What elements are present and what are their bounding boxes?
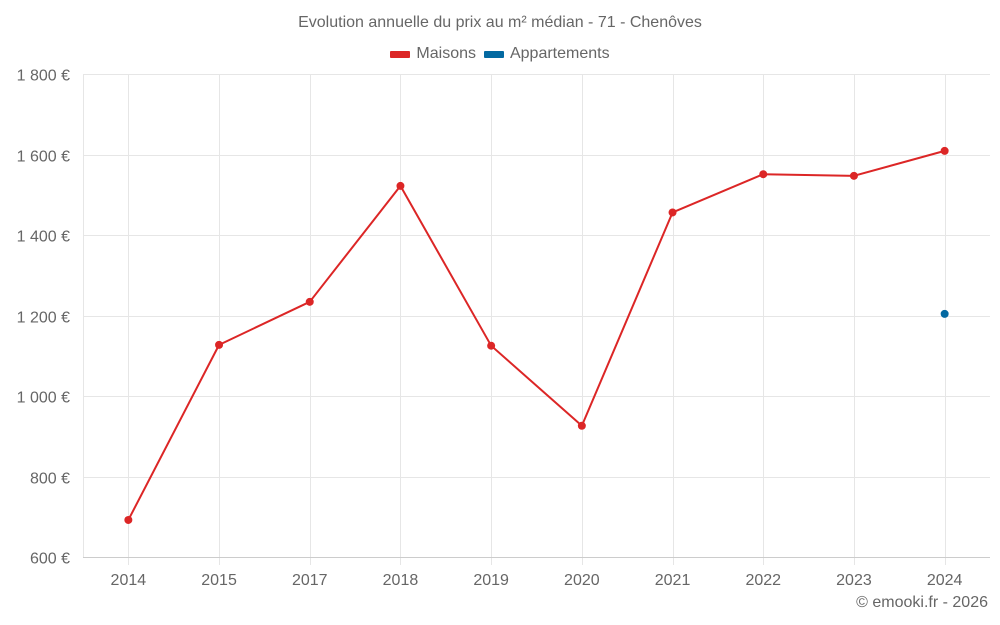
y-tick-label: 1 800 € [17, 68, 70, 85]
data-point-maisons[interactable] [849, 171, 858, 180]
legend-item-maisons[interactable]: Maisons [390, 45, 476, 63]
data-point-maisons[interactable] [577, 421, 586, 430]
data-point-appartements[interactable] [940, 309, 949, 318]
y-tick-label: 1 600 € [17, 149, 70, 166]
data-point-maisons[interactable] [487, 341, 496, 350]
x-tick-label: 2024 [927, 572, 963, 589]
data-point-maisons[interactable] [668, 208, 677, 217]
x-tick-label: 2022 [745, 572, 781, 589]
data-point-maisons[interactable] [940, 146, 949, 155]
data-point-maisons[interactable] [396, 181, 405, 190]
copyright-credit: © emooki.fr - 2026 [856, 594, 988, 611]
data-point-maisons[interactable] [759, 170, 768, 179]
series-layer [124, 146, 949, 524]
legend-label-appartements: Appartements [509, 45, 610, 62]
x-tick-label: 2018 [383, 572, 419, 589]
legend-label-maisons: Maisons [416, 45, 476, 62]
x-tick-label: 2023 [836, 572, 872, 589]
y-tick-label: 1 400 € [17, 229, 70, 246]
x-axis: 2014 2015 2017 2018 2019 2020 2021 2022 2023 2024 [83, 557, 990, 589]
x-tick-label: 2021 [655, 572, 691, 589]
x-tick-label: 2015 [201, 572, 237, 589]
y-tick-label: 1 200 € [17, 310, 70, 327]
y-tick-label: 600 € [30, 551, 70, 568]
y-tick-label: 800 € [30, 471, 70, 488]
y-tick-label: 1 000 € [17, 390, 70, 407]
x-tick-label: 2014 [111, 572, 147, 589]
x-tick-label: 2017 [292, 572, 328, 589]
maisons-swatch-icon [390, 50, 411, 58]
data-point-maisons[interactable] [305, 297, 314, 306]
y-axis: 600 € 800 € 1 000 € 1 200 € 1 400 € 1 600 € 1 … [17, 68, 70, 568]
series-line-maisons [127, 149, 945, 521]
chart-title: Evolution annuelle du prix au m² médian … [298, 14, 702, 31]
chart-legend: Maisons Appartements [0, 45, 1000, 63]
legend-item-appartements[interactable]: Appartements [483, 45, 610, 63]
data-point-maisons[interactable] [215, 340, 224, 349]
appartements-swatch-icon [483, 50, 504, 58]
grid-lines [83, 74, 990, 565]
x-tick-label: 2019 [473, 572, 509, 589]
data-point-maisons[interactable] [124, 515, 133, 524]
x-tick-label: 2020 [564, 572, 600, 589]
